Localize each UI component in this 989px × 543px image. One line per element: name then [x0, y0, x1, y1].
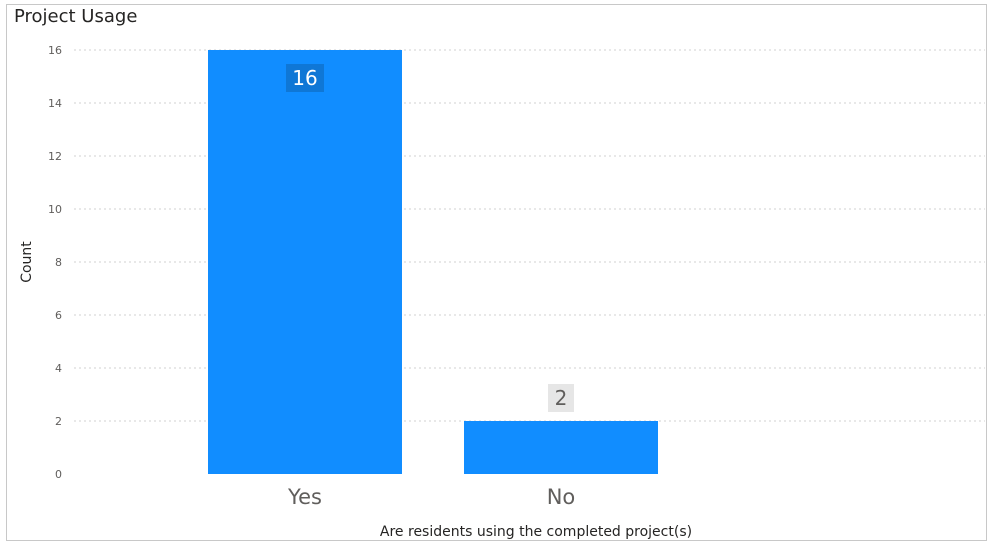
- data-label-background: [548, 384, 574, 412]
- chart-title: Project Usage: [14, 6, 138, 27]
- x-category-label: No: [547, 485, 576, 509]
- y-tick-label: 16: [48, 44, 62, 57]
- y-axis-title: Count: [19, 241, 35, 283]
- y-tick-label: 14: [48, 97, 62, 110]
- y-tick-label: 0: [55, 468, 62, 481]
- x-axis-title: Are residents using the completed projec…: [380, 524, 692, 540]
- x-category-label: Yes: [287, 485, 322, 509]
- bar-no[interactable]: [464, 421, 658, 474]
- y-tick-label: 12: [48, 150, 62, 163]
- data-label: 2: [555, 386, 568, 410]
- y-tick-label: 4: [55, 362, 62, 375]
- y-tick-label: 2: [55, 415, 62, 428]
- data-label: 16: [292, 66, 317, 90]
- y-tick-label: 10: [48, 203, 62, 216]
- bar-yes[interactable]: [208, 50, 402, 474]
- y-tick-label: 6: [55, 309, 62, 322]
- data-label-background: [286, 64, 324, 92]
- y-tick-label: 8: [55, 256, 62, 269]
